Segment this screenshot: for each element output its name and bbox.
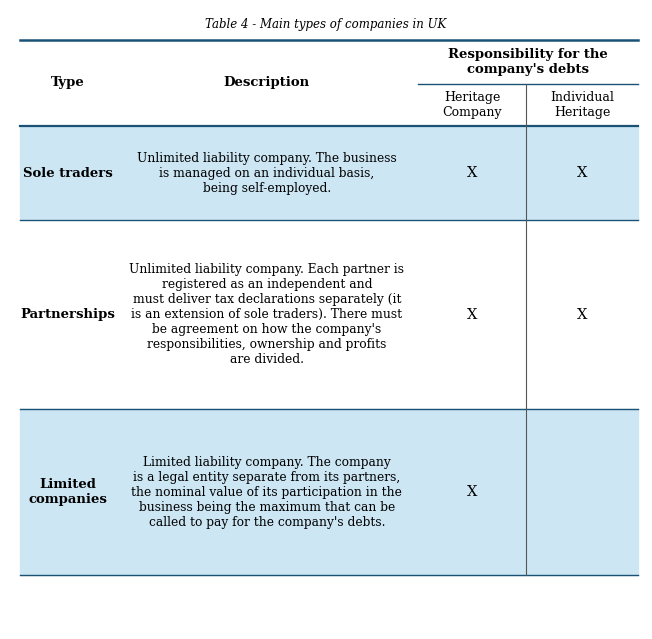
- Text: X: X: [467, 485, 477, 499]
- Text: X: X: [467, 308, 477, 321]
- Text: X: X: [467, 166, 477, 180]
- Text: Type: Type: [51, 76, 84, 89]
- Text: Partnerships: Partnerships: [20, 308, 115, 321]
- Text: Limited
companies: Limited companies: [28, 478, 107, 506]
- Polygon shape: [20, 40, 638, 126]
- Text: Unlimited liability company. The business
is managed on an individual basis,
bei: Unlimited liability company. The busines…: [137, 151, 396, 195]
- Text: X: X: [577, 308, 587, 321]
- Text: Limited liability company. The company
is a legal entity separate from its partn: Limited liability company. The company i…: [131, 456, 402, 528]
- Text: Heritage
Company: Heritage Company: [443, 91, 502, 119]
- Text: Responsibility for the
company's debts: Responsibility for the company's debts: [448, 48, 608, 76]
- Text: Unlimited liability company. Each partner is
registered as an independent and
mu: Unlimited liability company. Each partne…: [129, 263, 404, 366]
- Text: Description: Description: [224, 76, 310, 89]
- Polygon shape: [20, 126, 638, 220]
- Polygon shape: [20, 409, 638, 575]
- Polygon shape: [20, 220, 638, 409]
- Text: X: X: [577, 166, 587, 180]
- Text: Sole traders: Sole traders: [23, 167, 112, 180]
- Text: Table 4 - Main types of companies in UK: Table 4 - Main types of companies in UK: [205, 18, 447, 31]
- Text: Individual
Heritage: Individual Heritage: [550, 91, 614, 119]
